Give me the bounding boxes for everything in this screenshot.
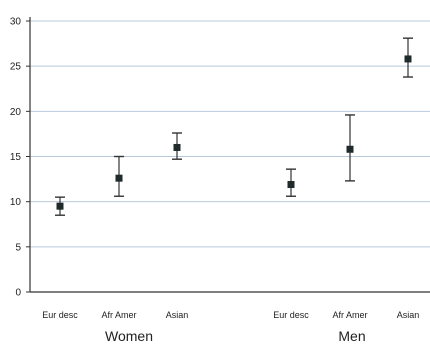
y-tick-label: 30 xyxy=(10,17,22,28)
y-tick-label: 20 xyxy=(10,107,22,118)
group-label: Men xyxy=(338,328,365,344)
x-category-label: Asian xyxy=(166,310,189,320)
data-point xyxy=(404,55,412,63)
y-tick-label: 10 xyxy=(10,197,22,208)
x-category-label: Eur desc xyxy=(273,310,309,320)
x-category-label: Afr Amer xyxy=(101,310,136,320)
data-point xyxy=(287,181,295,189)
y-tick-label: 25 xyxy=(10,62,22,73)
x-category-label: Eur desc xyxy=(42,310,78,320)
data-point xyxy=(56,202,64,210)
gridlines xyxy=(30,20,430,248)
group-label: Women xyxy=(105,328,153,344)
group-labels: Women Men xyxy=(105,328,366,344)
data-point xyxy=(115,174,123,182)
data-point xyxy=(346,145,354,153)
y-tick-label: 15 xyxy=(10,152,22,163)
data-marks xyxy=(55,37,413,216)
y-tick-label: 0 xyxy=(15,288,21,299)
axes xyxy=(26,17,430,293)
x-category-label: Afr Amer xyxy=(332,310,367,320)
y-tick-label: 5 xyxy=(15,242,21,253)
data-point xyxy=(173,143,181,151)
x-category-labels: Eur desc Afr Amer Asian Eur desc Afr Amer Asi… xyxy=(42,310,419,320)
y-tick-labels: 0 5 10 15 20 25 30 xyxy=(10,17,22,299)
x-category-label: Asian xyxy=(397,310,420,320)
